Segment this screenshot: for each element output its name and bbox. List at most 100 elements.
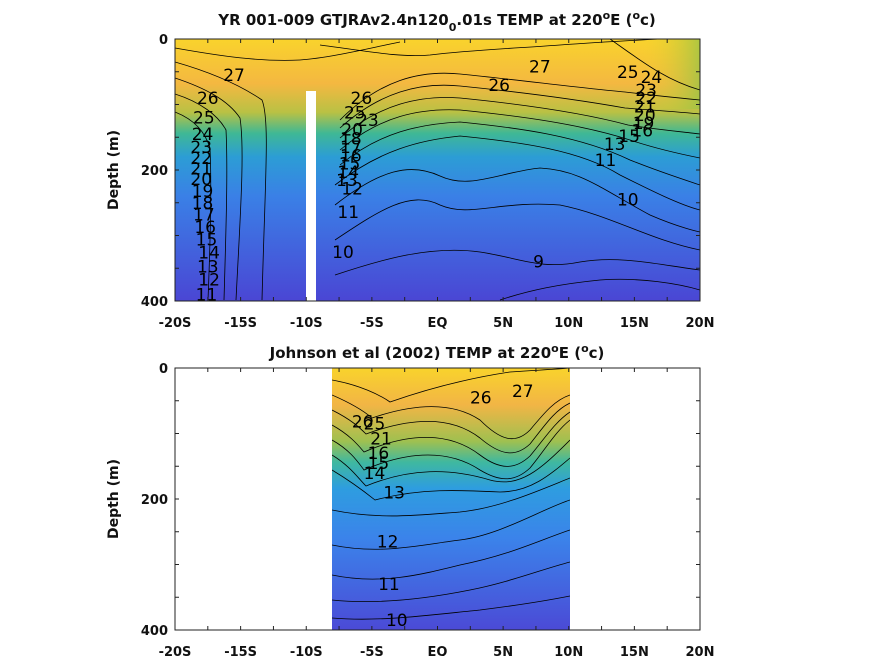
x-tick-label: 20N [686,316,715,331]
contour-label: 16 [340,147,362,167]
contour-label: 21 [634,97,656,117]
y-tick-label: 0 [159,362,168,377]
x-tick-label: 15N [620,645,649,656]
contour-label: 23 [357,111,379,131]
contour-label: 17 [193,206,215,226]
y-tick-label: 200 [141,164,168,179]
contour-label: 12 [198,270,220,290]
contour-label: 14 [198,244,220,264]
contour-label: 10 [617,190,639,210]
top-y-tick-labels: 0 200 400 [141,33,168,310]
y-tick-label: 0 [159,33,168,48]
x-tick-label: -10S [290,645,323,656]
contour-label: 10 [332,243,354,263]
contour-label: 17 [340,138,362,158]
x-tick-label: 15N [620,316,649,331]
contour-label: 15 [339,154,361,174]
contour-label: 22 [635,89,657,109]
contour-label: 27 [512,382,534,402]
contour-label: 25 [344,103,366,123]
contour-label: 10 [386,611,408,631]
contour-label: 9 [533,253,544,273]
top-contour-lines [175,39,700,301]
contour-label: 16 [368,444,390,464]
contour-label: 12 [341,179,363,199]
top-data-gap [306,91,316,301]
contour-label: 11 [337,203,359,223]
y-tick-label: 400 [141,624,168,639]
y-tick-label: 400 [141,295,168,310]
x-tick-label: -15S [224,316,257,331]
bottom-x-tick-labels: -20S -15S -10S -5S EQ 5N 10N 15N 20N [159,645,715,656]
contour-label: 23 [635,81,657,101]
x-tick-label: EQ [428,645,448,656]
contour-label: 23 [190,138,212,158]
contour-label: 26 [352,413,374,433]
contour-label: 27 [529,58,551,78]
contour-label: 20 [634,106,656,126]
x-tick-label: -20S [159,316,192,331]
x-tick-label: 5N [493,316,513,331]
contour-label: 18 [340,130,362,150]
bottom-tick-marks [174,367,701,631]
contour-label: 15 [196,230,218,250]
contour-label: 11 [378,575,400,595]
top-temperature-field [175,39,700,301]
x-tick-label: -10S [290,316,323,331]
contour-label: 26 [470,388,492,408]
bottom-y-axis-label: Depth (m) [106,459,122,539]
contour-label: 20 [341,120,363,140]
contour-label: 19 [192,182,214,202]
contour-label: 27 [223,66,245,86]
contour-label: 14 [364,464,386,484]
contour-label: 25 [617,63,639,83]
top-plot: YR 001-009 GTJRAv2.4n1200.01s TEMP at 22… [106,9,714,331]
contour-label: 15 [618,127,640,147]
y-tick-label: 200 [141,493,168,508]
contour-label: 21 [370,430,392,450]
bottom-y-tick-labels: 0 200 400 [141,362,168,639]
x-tick-label: 10N [554,645,583,656]
contour-label: 14 [337,163,359,183]
x-tick-label: -15S [224,645,257,656]
x-tick-label: 10N [554,316,583,331]
bottom-temperature-field [332,368,570,630]
contour-label: 19 [633,114,655,134]
bottom-plot: Johnson et al (2002) TEMP at 220oE (oc) … [106,342,714,656]
contour-label: 22 [190,149,212,169]
contour-label: 18 [192,194,214,214]
bottom-contour-lines [332,368,570,620]
contour-label: 21 [190,160,212,180]
contour-label: 13 [197,257,219,277]
x-tick-label: 20N [686,645,715,656]
top-contour-labels: 2726252423222120191817161514131211262523… [190,58,662,306]
contour-label: 25 [364,415,386,435]
contour-label: 12 [377,533,399,553]
contour-label: 16 [194,218,216,238]
contour-label: 26 [197,89,219,109]
x-tick-label: -20S [159,645,192,656]
x-tick-label: 5N [493,645,513,656]
x-tick-label: -5S [360,645,384,656]
contour-label: 26 [351,89,373,109]
top-x-tick-labels: -20S -15S -10S -5S EQ 5N 10N 15N 20N [159,316,715,331]
contour-label: 13 [604,135,626,155]
contour-label: 16 [631,122,653,142]
bottom-plot-title: Johnson et al (2002) TEMP at 220oE (oc) [269,342,605,362]
top-y-axis-label: Depth (m) [106,130,122,210]
contour-label: 24 [641,68,663,88]
top-tick-marks [174,38,701,302]
contour-label: 11 [196,285,218,305]
top-plot-title: YR 001-009 GTJRAv2.4n1200.01s TEMP at 22… [217,9,656,34]
contour-label: 11 [595,151,617,171]
contour-label: 25 [193,109,215,129]
contour-label: 24 [192,125,214,145]
contour-label: 26 [488,76,510,96]
contour-label: 13 [336,171,358,191]
x-tick-label: EQ [428,316,448,331]
contour-label: 13 [383,483,405,503]
x-tick-label: -5S [360,316,384,331]
contour-label: 15 [368,454,390,474]
